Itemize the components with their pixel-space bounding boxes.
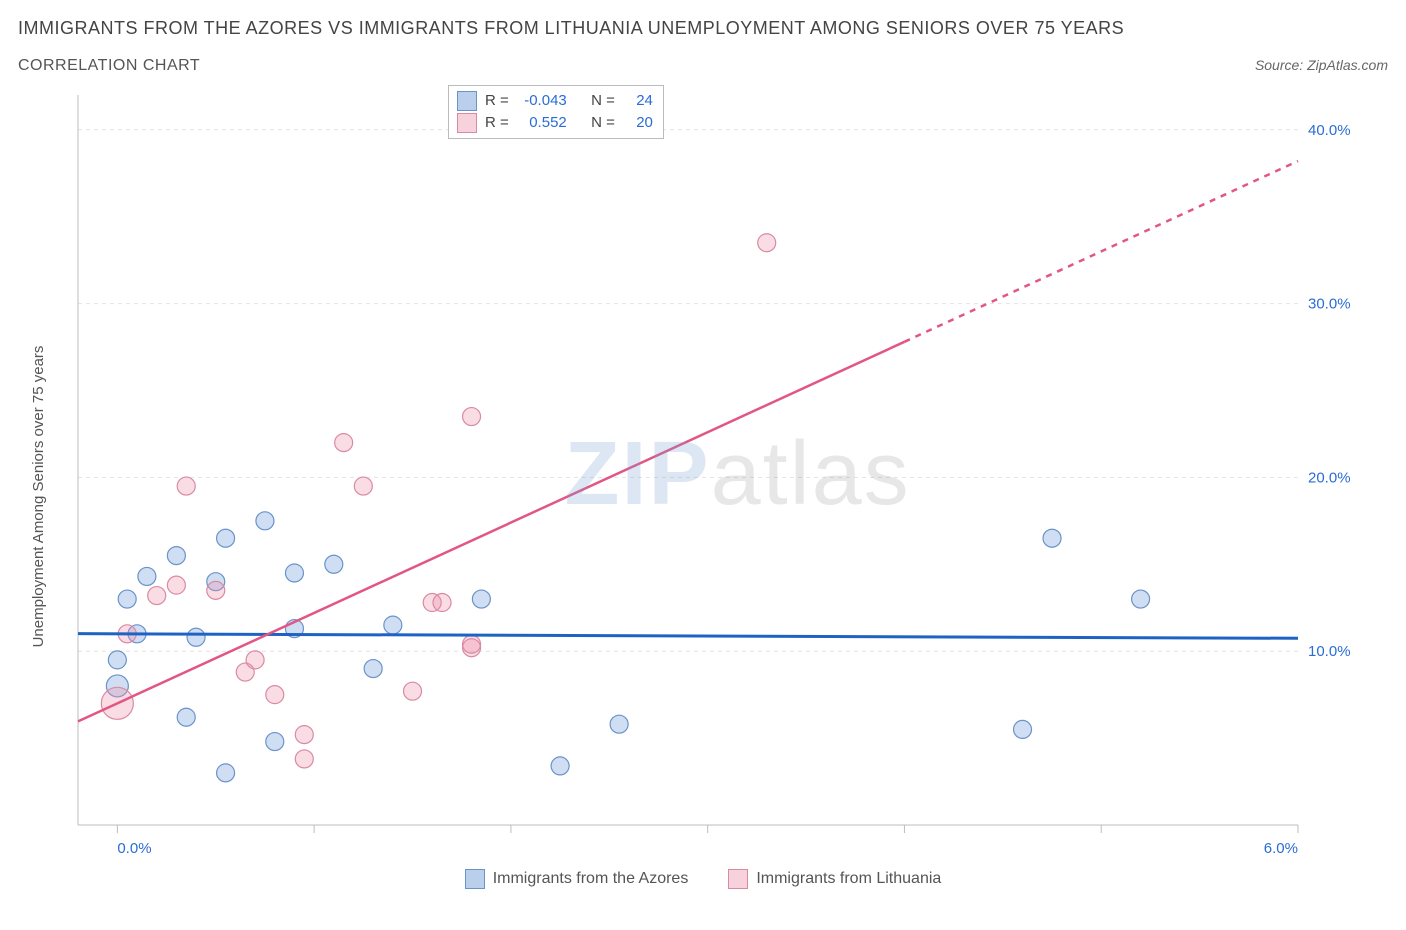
data-point <box>256 512 274 530</box>
data-point <box>472 590 490 608</box>
series-swatch <box>457 91 477 111</box>
stats-row: R = -0.043 N = 24 <box>457 90 653 112</box>
data-point <box>167 547 185 565</box>
series-legend: Immigrants from the Azores Immigrants fro… <box>18 869 1388 889</box>
svg-text:Unemployment Among Seniors ove: Unemployment Among Seniors over 75 years <box>30 346 47 648</box>
source-prefix: Source: <box>1255 57 1307 73</box>
data-point <box>1043 529 1061 547</box>
data-point <box>354 477 372 495</box>
subheader-row: CORRELATION CHART Source: ZipAtlas.com <box>18 57 1388 75</box>
data-point <box>335 434 353 452</box>
data-point <box>246 651 264 669</box>
data-point <box>217 764 235 782</box>
data-point <box>463 408 481 426</box>
header: IMMIGRANTS FROM THE AZORES VS IMMIGRANTS… <box>0 0 1406 75</box>
data-point <box>463 635 481 653</box>
data-point <box>177 708 195 726</box>
page-title: IMMIGRANTS FROM THE AZORES VS IMMIGRANTS… <box>18 18 1388 39</box>
correlation-chart: 10.0% 20.0% 30.0% 40.0% 0.0% 6.0% Unemployment… <box>18 85 1358 885</box>
data-point <box>148 587 166 605</box>
data-point <box>551 757 569 775</box>
stats-legend-box: R = -0.043 N = 24 R = 0.552 N = 20 <box>448 85 664 139</box>
svg-text:30.0%: 30.0% <box>1308 296 1351 313</box>
data-point <box>610 715 628 733</box>
data-point <box>217 529 235 547</box>
data-point <box>404 682 422 700</box>
data-point <box>266 733 284 751</box>
page-subtitle: CORRELATION CHART <box>18 57 200 75</box>
data-point <box>1014 720 1032 738</box>
stat-r-value: 0.552 <box>517 112 567 134</box>
stat-n-value: 20 <box>623 112 653 134</box>
legend-label: Immigrants from Lithuania <box>756 870 941 888</box>
chart-container: 10.0% 20.0% 30.0% 40.0% 0.0% 6.0% Unemployment… <box>18 85 1388 885</box>
stat-n-value: 24 <box>623 90 653 112</box>
stats-row: R = 0.552 N = 20 <box>457 112 653 134</box>
stat-r-label: R = <box>485 112 509 134</box>
legend-item: Immigrants from Lithuania <box>728 869 941 889</box>
svg-text:40.0%: 40.0% <box>1308 122 1351 139</box>
stat-n-label: N = <box>591 90 615 112</box>
series-swatch <box>465 869 485 889</box>
stat-r-value: -0.043 <box>517 90 567 112</box>
data-point <box>266 686 284 704</box>
data-point <box>118 590 136 608</box>
source-name: ZipAtlas.com <box>1307 57 1388 73</box>
stat-r-label: R = <box>485 90 509 112</box>
stat-n-label: N = <box>591 112 615 134</box>
data-point <box>384 616 402 634</box>
data-point <box>138 567 156 585</box>
data-point <box>295 726 313 744</box>
data-point <box>207 581 225 599</box>
data-point <box>187 628 205 646</box>
data-point <box>177 477 195 495</box>
svg-text:6.0%: 6.0% <box>1264 840 1298 857</box>
data-point <box>364 660 382 678</box>
series-swatch <box>728 869 748 889</box>
data-point <box>433 594 451 612</box>
source-attribution: Source: ZipAtlas.com <box>1255 57 1388 73</box>
data-point <box>295 750 313 768</box>
data-point <box>285 564 303 582</box>
svg-text:20.0%: 20.0% <box>1308 469 1351 486</box>
data-point <box>758 234 776 252</box>
series-swatch <box>457 113 477 133</box>
data-point <box>325 555 343 573</box>
svg-text:0.0%: 0.0% <box>117 840 151 857</box>
data-point <box>167 576 185 594</box>
svg-text:10.0%: 10.0% <box>1308 643 1351 660</box>
legend-label: Immigrants from the Azores <box>493 870 689 888</box>
data-point <box>108 651 126 669</box>
legend-item: Immigrants from the Azores <box>465 869 689 889</box>
data-point <box>1132 590 1150 608</box>
